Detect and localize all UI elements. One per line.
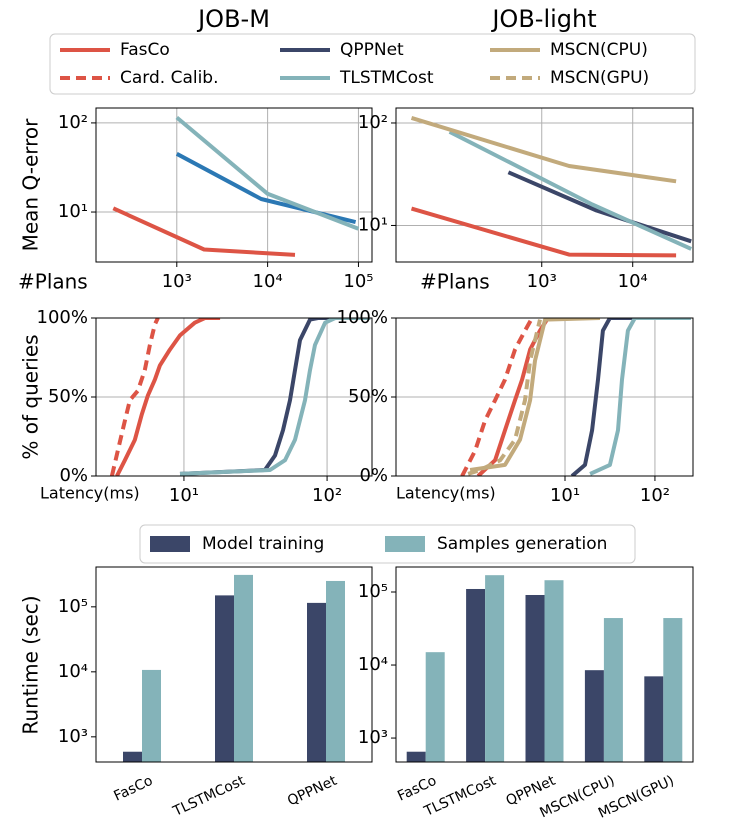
y-tick-label: 10³ [58, 726, 88, 747]
bar [544, 580, 564, 762]
y-tick-label: 0% [59, 465, 88, 486]
x-axis-label: #Plans [420, 270, 490, 294]
y-tick-label: 100% [337, 307, 388, 328]
series-line [112, 206, 296, 257]
legend-label: MSCN(CPU) [550, 40, 648, 60]
x-tick-label: 10² [312, 485, 342, 506]
y-tick-label: 10⁴ [58, 661, 88, 682]
x-tick-label: 10³ [162, 271, 192, 292]
y-tick-label: 100% [37, 307, 88, 328]
x-tick-label: 10¹ [169, 485, 199, 506]
axes-frame [395, 566, 694, 763]
bar [234, 574, 253, 762]
bar [485, 575, 505, 762]
axes-frame [395, 317, 694, 477]
series-line [448, 130, 693, 251]
series-line [175, 115, 360, 231]
legend-swatch [385, 536, 425, 552]
axes-frame [95, 566, 373, 763]
x-tick-label: FasCo [111, 773, 155, 805]
x-axis-label: Latency(ms) [396, 484, 496, 503]
x-tick-label: 10¹ [550, 485, 580, 506]
series-line [109, 318, 160, 476]
bar [326, 580, 345, 762]
series-line [179, 318, 371, 476]
y-tick-label: 50% [348, 386, 388, 407]
series-line [410, 115, 677, 184]
bar [466, 588, 486, 762]
bar [525, 594, 545, 762]
x-tick-label: 10⁴ [618, 271, 648, 292]
axes-frame [95, 317, 373, 477]
series-line [410, 206, 677, 258]
series-line [570, 318, 691, 476]
legend-label: Card. Calib. [120, 68, 219, 88]
y-axis-label: Mean Q-error [19, 118, 43, 252]
bar [142, 669, 161, 762]
bar [123, 751, 142, 762]
y-tick-label: 10⁵ [358, 581, 388, 602]
x-tick-label: TLSTMCost [170, 773, 248, 821]
bar [644, 676, 664, 762]
series-line [469, 318, 601, 472]
y-axis-label: % of queries [19, 334, 43, 459]
legend-label: FasCo [120, 40, 170, 60]
x-tick-label: 10² [640, 485, 670, 506]
series-line [460, 318, 534, 476]
bar [406, 751, 426, 762]
y-tick-label: 10² [58, 112, 88, 133]
bar [603, 618, 623, 762]
series-line [115, 318, 221, 476]
y-tick-label: 0% [359, 465, 388, 486]
x-tick-label: 10³ [527, 271, 557, 292]
x-tick-label: 10⁵ [343, 271, 373, 292]
panel-title: JOB-light [490, 5, 596, 33]
axes-frame [395, 107, 694, 263]
x-axis-label: Latency(ms) [40, 484, 140, 503]
y-tick-label: 10¹ [58, 201, 88, 222]
y-tick-label: 10² [358, 112, 388, 133]
bar [425, 652, 445, 762]
legend-label: QPPNet [340, 40, 404, 60]
x-tick-label: 10⁴ [253, 271, 283, 292]
series-line [507, 170, 692, 244]
legend-label: TLSTMCost [339, 68, 434, 88]
legend-label: Model training [202, 534, 324, 554]
panel-title: JOB-M [196, 5, 270, 33]
x-tick-label: QPPNet [285, 773, 340, 810]
y-tick-label: 10³ [358, 727, 388, 748]
bar [215, 595, 234, 762]
axes-frame [95, 107, 373, 263]
series-line [179, 318, 371, 476]
legend-label: Samples generation [437, 534, 607, 554]
legend-swatch [150, 536, 190, 552]
y-tick-label: 10⁵ [58, 596, 88, 617]
bar [584, 670, 604, 762]
bar [663, 618, 683, 762]
legend-label: MSCN(GPU) [550, 68, 649, 88]
y-tick-label: 10¹ [358, 214, 388, 235]
y-axis-label: Runtime (sec) [19, 595, 43, 734]
y-tick-label: 50% [48, 386, 88, 407]
x-axis-label: #Plans [18, 270, 88, 294]
series-line [589, 318, 691, 476]
bar [307, 602, 326, 762]
y-tick-label: 10⁴ [358, 654, 388, 675]
